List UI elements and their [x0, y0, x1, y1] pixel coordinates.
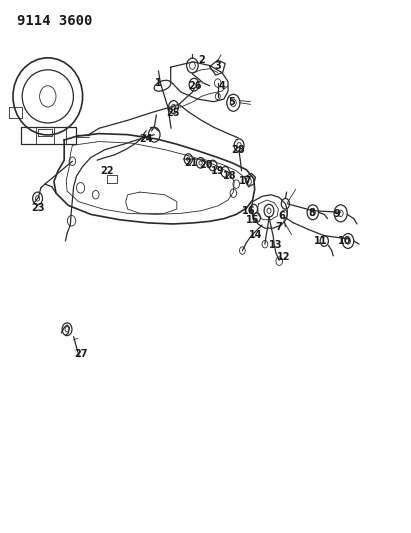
Text: 14: 14 [249, 230, 262, 240]
Text: 24: 24 [139, 134, 153, 144]
Text: 3: 3 [215, 61, 221, 70]
Text: 22: 22 [100, 166, 114, 176]
Text: 12: 12 [277, 252, 290, 262]
Text: 9: 9 [333, 209, 340, 220]
Text: 20: 20 [199, 160, 212, 171]
Text: 9114 3600: 9114 3600 [17, 14, 92, 28]
Text: 25: 25 [166, 108, 180, 118]
Text: 23: 23 [31, 203, 44, 213]
Text: 7: 7 [276, 222, 283, 232]
Text: 26: 26 [189, 81, 202, 91]
Text: 21: 21 [185, 158, 198, 168]
Text: 16: 16 [242, 206, 255, 216]
Text: 11: 11 [314, 236, 327, 246]
Text: 18: 18 [222, 171, 236, 181]
Text: 5: 5 [229, 96, 236, 107]
Text: 1: 1 [155, 78, 162, 88]
Text: 13: 13 [269, 240, 283, 250]
Text: 28: 28 [231, 144, 245, 155]
Text: 27: 27 [74, 349, 87, 359]
Text: 6: 6 [278, 211, 285, 221]
Text: 2: 2 [198, 55, 205, 65]
Text: 17: 17 [239, 176, 252, 187]
Text: 10: 10 [338, 236, 351, 246]
Text: 19: 19 [211, 166, 224, 176]
Text: 8: 8 [309, 208, 315, 219]
Text: 4: 4 [219, 81, 225, 91]
Text: 15: 15 [246, 215, 259, 225]
